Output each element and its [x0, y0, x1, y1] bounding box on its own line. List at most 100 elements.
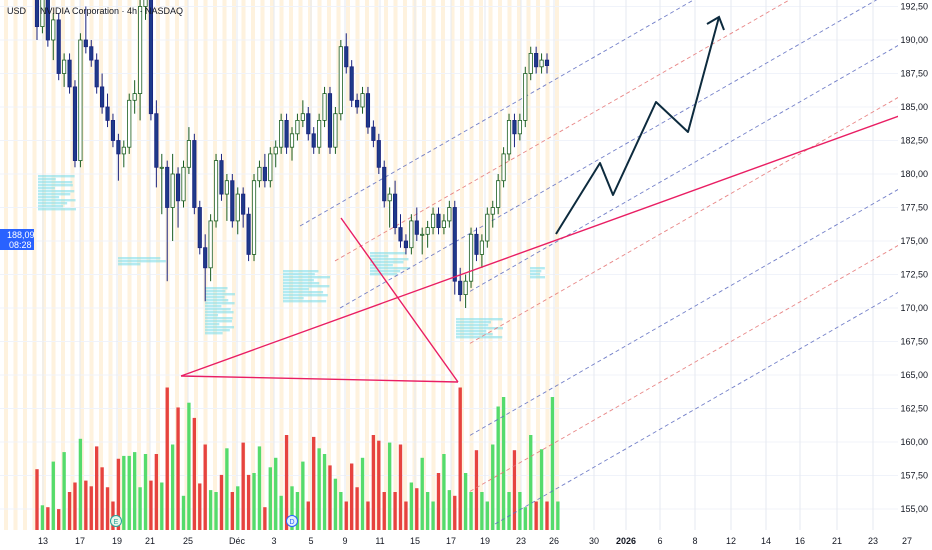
candle-body[interactable] [544, 59, 550, 66]
candle-body[interactable] [94, 59, 99, 88]
candle-body[interactable] [289, 133, 295, 148]
candle-body[interactable] [83, 39, 88, 48]
candle-body[interactable] [230, 180, 235, 222]
candle-body[interactable] [474, 233, 479, 255]
candle-body[interactable] [165, 166, 170, 208]
candle-body[interactable] [203, 247, 208, 269]
candle-body[interactable] [51, 19, 56, 41]
candlesticks[interactable] [34, 0, 550, 308]
candle-body[interactable] [414, 220, 419, 235]
candle-body[interactable] [148, 0, 154, 115]
price-axis[interactable]: 155,00 157,50 160,00 162,50 165,00 167,50 170,… [898, 0, 932, 530]
candle-body[interactable] [241, 193, 246, 215]
candle-body[interactable] [127, 99, 132, 148]
candle-body[interactable] [175, 173, 181, 202]
candle-body[interactable] [295, 120, 300, 135]
candle-body[interactable] [333, 113, 338, 148]
time-axis[interactable]: 13 17 19 21 25 Déc 3 5 9 11 15 17 19 23 26 30 2026 6 8 12 14… [0, 530, 932, 550]
candle-body[interactable] [159, 166, 164, 169]
candle-body[interactable] [365, 93, 371, 128]
candle-body[interactable] [338, 46, 343, 115]
candle-body[interactable] [468, 233, 474, 282]
candle-body[interactable] [208, 220, 213, 269]
candle-body[interactable] [121, 146, 126, 155]
candle-body[interactable] [251, 180, 257, 255]
candle-body[interactable] [89, 46, 94, 61]
candle-body[interactable] [138, 6, 143, 94]
candle-body[interactable] [246, 213, 251, 255]
candle-body[interactable] [262, 166, 267, 182]
dividend-event-marker[interactable]: D [286, 515, 298, 527]
candle-body[interactable] [105, 106, 110, 121]
candle-body[interactable] [387, 193, 392, 202]
candle-body[interactable] [317, 120, 322, 148]
candle-body[interactable] [501, 153, 506, 182]
candle-body[interactable] [186, 140, 191, 168]
candle-body[interactable] [306, 113, 311, 135]
candle-body[interactable] [72, 86, 78, 161]
candle-body[interactable] [132, 93, 137, 101]
candle-body[interactable] [257, 166, 262, 182]
candle-body[interactable] [539, 59, 544, 68]
candle-body[interactable] [512, 120, 517, 135]
candle-body[interactable] [100, 86, 105, 108]
candle-body[interactable] [398, 227, 403, 242]
candle-body[interactable] [213, 160, 219, 222]
candle-body[interactable] [485, 213, 490, 242]
candle-body[interactable] [40, 0, 45, 27]
candle-body[interactable] [45, 0, 50, 41]
candle-body[interactable] [534, 53, 539, 68]
candle-body[interactable] [371, 126, 376, 141]
candle-body[interactable] [393, 193, 398, 229]
candle-body[interactable] [67, 59, 72, 88]
candle-body[interactable] [447, 207, 452, 222]
candle-body[interactable] [143, 0, 148, 7]
candle-body[interactable] [463, 280, 468, 296]
candle-body[interactable] [349, 66, 354, 101]
candle-body[interactable] [441, 220, 446, 228]
candle-body[interactable] [376, 140, 381, 168]
candle-body[interactable] [224, 180, 229, 195]
candle-body[interactable] [197, 207, 202, 249]
candle-body[interactable] [327, 93, 333, 148]
candle-body[interactable] [78, 39, 83, 161]
candle-body[interactable] [219, 160, 224, 195]
candle-body[interactable] [311, 133, 316, 148]
candle-body[interactable] [300, 113, 305, 121]
candle-body[interactable] [34, 0, 40, 27]
candle-body[interactable] [322, 93, 327, 121]
candle-body[interactable] [409, 220, 414, 249]
candle-body[interactable] [110, 120, 116, 141]
candle-body[interactable] [56, 19, 61, 74]
candle-body[interactable] [458, 280, 463, 296]
candle-body[interactable] [268, 153, 273, 182]
candle-body[interactable] [273, 146, 278, 155]
candle-body[interactable] [235, 193, 240, 222]
candle-body[interactable] [430, 213, 436, 228]
candle-body[interactable] [62, 59, 67, 74]
candle-body[interactable] [154, 113, 159, 168]
candle-body[interactable] [360, 93, 365, 108]
candle-body[interactable] [403, 240, 409, 249]
candle-body[interactable] [192, 140, 197, 208]
candle-body[interactable] [181, 166, 186, 202]
candle-body[interactable] [496, 180, 501, 208]
earnings-event-marker[interactable]: E [110, 515, 122, 527]
candle-body[interactable] [528, 53, 533, 74]
candle-body[interactable] [523, 73, 528, 121]
candle-body[interactable] [284, 120, 289, 148]
candle-body[interactable] [425, 227, 430, 235]
candle-body[interactable] [452, 207, 457, 282]
candle-body[interactable] [479, 240, 484, 255]
candle-body[interactable] [170, 173, 175, 208]
candle-body[interactable] [344, 46, 349, 68]
candle-body[interactable] [382, 166, 387, 202]
candle-body[interactable] [490, 207, 495, 215]
candle-body[interactable] [355, 99, 360, 108]
candle-body[interactable] [506, 120, 512, 155]
candle-body[interactable] [436, 213, 441, 228]
candle-body[interactable] [517, 120, 522, 135]
candle-body[interactable] [420, 233, 425, 236]
candle-body[interactable] [116, 140, 121, 155]
